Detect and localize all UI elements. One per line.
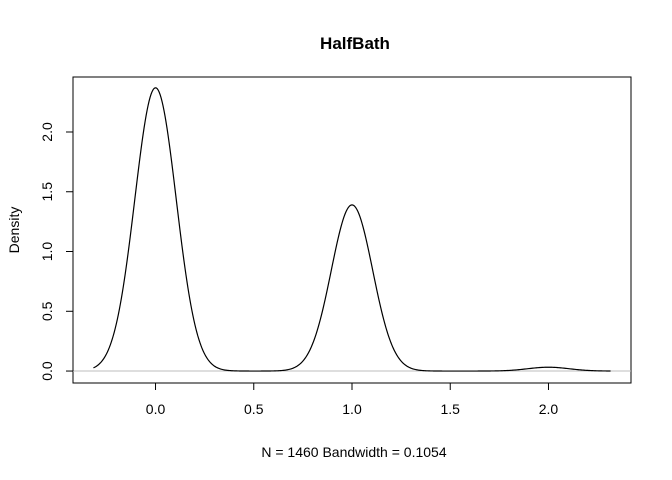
y-tick-label: 2.0 xyxy=(39,122,55,142)
x-tick-label: 1.0 xyxy=(342,401,362,417)
y-axis-label: Density xyxy=(6,207,22,254)
x-tick-label: 0.5 xyxy=(244,401,264,417)
y-tick-label: 1.5 xyxy=(39,182,55,202)
x-axis: 0.0 0.5 1.0 1.5 2.0 xyxy=(146,382,559,417)
y-tick-label: 0.5 xyxy=(39,301,55,321)
density-curve xyxy=(93,87,611,372)
y-axis: 0.0 0.5 1.0 1.5 2.0 xyxy=(39,122,74,381)
x-tick-label: 1.5 xyxy=(441,401,461,417)
x-axis-label: N = 1460 Bandwidth = 0.1054 xyxy=(261,444,446,460)
y-tick-label: 1.0 xyxy=(39,242,55,262)
plot-box xyxy=(72,76,632,384)
chart-title: HalfBath xyxy=(320,34,390,53)
y-tick-label: 0.0 xyxy=(39,361,55,381)
x-tick-label: 2.0 xyxy=(539,401,559,417)
x-tick-label: 0.0 xyxy=(146,401,166,417)
